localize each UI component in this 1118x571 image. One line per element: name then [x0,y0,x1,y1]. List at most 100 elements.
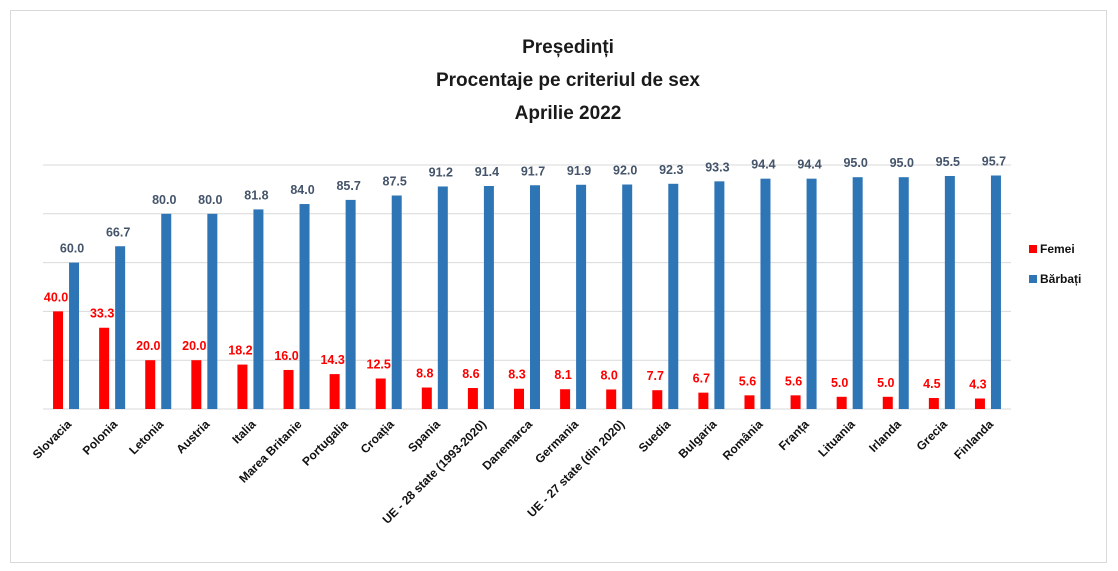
bar-barbati [69,262,80,409]
data-label-femei: 5.0 [877,376,894,390]
legend-swatch-femei [1029,245,1037,253]
bar-femei [467,388,478,409]
bar-barbati [576,184,587,409]
category-label: Suedia [636,417,674,455]
category-label: UE - 27 state (din 2020) [525,417,628,520]
bar-barbati [898,177,909,409]
data-label-barbati: 91.9 [567,164,591,178]
bar-femei [606,389,617,409]
bar-barbati [207,213,218,409]
chart-title-line-3: Aprilie 2022 [515,103,622,124]
chart-title-line-1: Președinți [522,37,614,58]
category-label: Croația [358,417,397,456]
bar-barbati [714,181,725,409]
bar-barbati [345,199,356,409]
data-label-barbati: 66.7 [106,225,130,239]
data-label-barbati: 92.3 [659,163,683,177]
category-labels: Slovacia Polonia Letonia Austria ItaliaMarea… [30,417,996,527]
bar-femei [145,360,156,409]
data-label-barbati: 95.0 [843,156,867,170]
data-label-barbati: 80.0 [198,193,222,207]
bar-barbati [299,204,310,409]
bar-barbati [253,209,264,409]
category-label: Italia [229,417,258,446]
category-label: Irlanda [866,417,904,455]
data-label-femei: 8.6 [462,367,479,381]
bar-femei [974,398,985,409]
data-label-femei: 8.8 [416,367,433,381]
legend-swatch-barbati [1029,275,1037,283]
bar-femei [99,327,110,409]
bar-barbati [990,175,1001,409]
category-label: Polonia [80,417,121,458]
data-label-barbati: 92.0 [613,164,637,178]
bar-barbati [115,246,126,409]
data-label-femei: 6.7 [693,372,710,386]
data-label-femei: 8.1 [554,368,571,382]
category-label: Letonia [126,417,166,457]
data-label-barbati: 84.0 [290,183,314,197]
legend-label-femei: Femei [1040,242,1075,256]
category-label: Germania [532,417,581,466]
data-label-femei: 20.0 [136,339,160,353]
bar-barbati [530,185,540,409]
bar-barbati [852,177,863,409]
bar-femei [744,395,755,409]
bar-femei [514,388,524,409]
gridlines [43,164,1011,410]
bar-barbati [760,178,771,409]
bar-femei [836,396,847,409]
category-label: Danemarca [479,417,535,473]
bar-barbati [622,184,633,409]
bar-femei [53,311,64,409]
bar-femei [928,398,939,409]
bar-chart: Președinți Procentaje pe criteriul de se… [30,37,1082,527]
bar-barbati [437,186,448,409]
data-label-femei: 7.7 [647,369,664,383]
data-label-barbati: 60.0 [60,242,84,256]
category-label: Portugalia [299,417,351,469]
bar-femei [237,364,248,409]
data-label-femei: 33.3 [90,307,114,321]
data-label-femei: 4.5 [923,377,940,391]
category-label: Franța [776,417,812,453]
data-label-barbati: 95.7 [982,154,1006,168]
data-label-femei: 5.6 [785,374,802,388]
category-label: Austria [173,417,212,456]
bar-femei [698,392,709,409]
bar-barbati [483,185,494,409]
bar-barbati [391,195,402,409]
data-label-barbati: 81.8 [244,188,268,202]
data-label-femei: 14.3 [320,353,344,367]
category-label: Bulgaria [676,417,720,461]
data-label-femei: 4.3 [969,378,986,392]
data-label-barbati: 94.4 [797,158,821,172]
data-label-barbati: 95.5 [936,155,960,169]
data-label-femei: 12.5 [367,358,391,372]
data-label-femei: 5.6 [739,374,756,388]
bar-barbati [161,213,172,409]
bar-femei [191,360,202,409]
bar-femei [790,395,801,409]
chart-title-line-2: Procentaje pe criteriul de sex [436,70,700,91]
category-label: Slovacia [30,417,75,462]
bars [53,175,1001,409]
bar-femei [283,369,294,409]
bar-barbati [944,175,955,409]
data-label-femei: 18.2 [228,344,252,358]
data-label-barbati: 91.4 [475,165,499,179]
category-label: România [720,417,766,463]
chart-frame: Președinți Procentaje pe criteriul de se… [10,10,1107,563]
category-label: Lituania [815,417,858,460]
data-label-barbati: 80.0 [152,193,176,207]
data-label-barbati: 95.0 [890,156,914,170]
data-labels: 40.0 60.0 33.3 66.7 20.0 80.0 20.0 80.0 18.2 81.8… [44,154,1006,391]
legend: Femei Bărbați [1029,242,1081,286]
category-label: Spania [405,417,443,455]
data-label-femei: 16.0 [274,349,298,363]
data-label-femei: 5.0 [831,376,848,390]
data-label-barbati: 87.5 [383,175,407,189]
bar-femei [329,374,340,409]
data-label-barbati: 85.7 [336,179,360,193]
bar-barbati [668,183,679,409]
